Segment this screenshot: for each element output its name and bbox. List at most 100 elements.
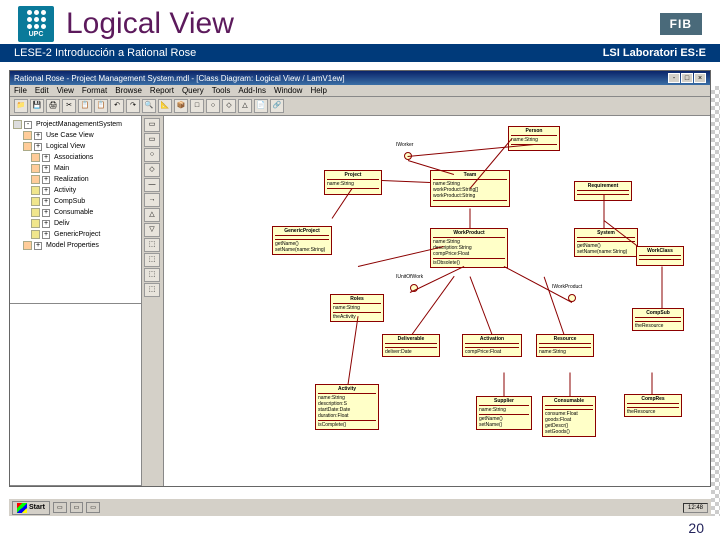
connector <box>504 373 505 397</box>
tree-item[interactable]: +CompSub <box>13 196 138 207</box>
connector <box>570 373 571 397</box>
connector <box>652 373 653 395</box>
toolbar-button-10[interactable]: 📦 <box>174 99 188 113</box>
class-supplier[interactable]: Suppliername:StringgetName()setName() <box>476 396 532 430</box>
tree-root[interactable]: -ProjectManagementSystem <box>13 119 138 130</box>
title-bar: Rational Rose - Project Management Syste… <box>10 71 710 85</box>
toolbar-button-0[interactable]: 📁 <box>14 99 28 113</box>
tree-item[interactable]: +Logical View <box>13 141 138 152</box>
class-person[interactable]: Personname:String <box>508 126 560 151</box>
tool-palette: ▭▭○◇—→△▽⬚⬚⬚⬚ <box>142 116 164 486</box>
class-activity[interactable]: Activityname:Stringdescription:SstartDat… <box>315 384 379 430</box>
window-title: Rational Rose - Project Management Syste… <box>14 74 345 83</box>
tree-item[interactable]: +Deliv <box>13 218 138 229</box>
tree-item[interactable]: +GenericProject <box>13 229 138 240</box>
tree-item[interactable]: +Associations <box>13 152 138 163</box>
toolbar-button-1[interactable]: 💾 <box>30 99 44 113</box>
palette-tool-3[interactable]: ◇ <box>144 163 160 177</box>
class-system[interactable]: SystemgetName()setName(name:String) <box>574 228 638 257</box>
tree-item[interactable]: +Activity <box>13 185 138 196</box>
minimize-button[interactable]: - <box>668 73 680 83</box>
palette-tool-5[interactable]: → <box>144 193 160 207</box>
menu-add-ins[interactable]: Add-Ins <box>238 86 266 95</box>
interface-label: IWorker <box>396 142 413 148</box>
toolbar-button-6[interactable]: ↶ <box>110 99 124 113</box>
connector <box>348 316 359 384</box>
class-genproj[interactable]: GenericProjectgetName()setName(name:Stri… <box>272 226 332 255</box>
subtitle-left: LESE-2 Introducción a Rational Rose <box>14 47 196 59</box>
palette-tool-2[interactable]: ○ <box>144 148 160 162</box>
toolbar-button-4[interactable]: 📋 <box>78 99 92 113</box>
tree-item[interactable]: +Realization <box>13 174 138 185</box>
subtitle-bar: LESE-2 Introducción a Rational Rose LSI … <box>0 44 720 62</box>
class-diagram[interactable]: Personname:StringProjectname:StringTeamn… <box>164 116 710 486</box>
app-window: Rational Rose - Project Management Syste… <box>9 70 711 487</box>
class-compsub[interactable]: CompSubtheResource <box>632 308 684 331</box>
tree-item[interactable]: +Main <box>13 163 138 174</box>
tree-item[interactable]: +Model Properties <box>13 240 138 251</box>
connector <box>470 276 493 334</box>
palette-tool-0[interactable]: ▭ <box>144 118 160 132</box>
connector <box>412 276 455 335</box>
toolbar: 📁💾🖨✂📋📋↶↷🔍📐📦□○◇△📄🔗 <box>10 97 710 116</box>
connector <box>604 195 605 229</box>
toolbar-button-13[interactable]: ◇ <box>222 99 236 113</box>
palette-tool-9[interactable]: ⬚ <box>144 253 160 267</box>
tree-item[interactable]: +Consumable <box>13 207 138 218</box>
palette-tool-8[interactable]: ⬚ <box>144 238 160 252</box>
class-compres[interactable]: CompRestheResource <box>624 394 682 417</box>
palette-tool-4[interactable]: — <box>144 178 160 192</box>
toolbar-button-3[interactable]: ✂ <box>62 99 76 113</box>
palette-tool-1[interactable]: ▭ <box>144 133 160 147</box>
menu-browse[interactable]: Browse <box>115 86 142 95</box>
menu-query[interactable]: Query <box>182 86 204 95</box>
left-pane: -ProjectManagementSystem+Use Case View+L… <box>10 116 142 486</box>
fib-logo: FIB <box>660 13 702 35</box>
menu-report[interactable]: Report <box>150 86 174 95</box>
class-deliverable[interactable]: Deliverabledeliver:Date <box>382 334 440 357</box>
menu-file[interactable]: File <box>14 86 27 95</box>
menu-format[interactable]: Format <box>82 86 107 95</box>
toolbar-button-9[interactable]: 📐 <box>158 99 172 113</box>
class-workproduct[interactable]: WorkProductname:Stringdescription:String… <box>430 228 508 268</box>
menu-window[interactable]: Window <box>274 86 302 95</box>
tree-item[interactable]: +Use Case View <box>13 130 138 141</box>
toolbar-button-5[interactable]: 📋 <box>94 99 108 113</box>
toolbar-button-14[interactable]: △ <box>238 99 252 113</box>
documentation-pane[interactable] <box>10 304 141 486</box>
palette-tool-6[interactable]: △ <box>144 208 160 222</box>
class-workclass[interactable]: WorkClass <box>636 246 684 266</box>
palette-tool-10[interactable]: ⬚ <box>144 268 160 282</box>
menu-view[interactable]: View <box>57 86 74 95</box>
connector <box>662 267 663 309</box>
class-consumable[interactable]: Consumableconsume:Floatgoods:FloatgetDes… <box>542 396 596 437</box>
toolbar-button-16[interactable]: 🔗 <box>270 99 284 113</box>
interface-label: IWorkProduct <box>552 284 582 290</box>
system-tray: 12:48 <box>683 503 708 513</box>
taskbar: Start ▭ ▭ ▭ 12:48 <box>9 498 711 516</box>
start-button[interactable]: Start <box>12 501 50 515</box>
browser-tree[interactable]: -ProjectManagementSystem+Use Case View+L… <box>10 116 141 304</box>
toolbar-button-7[interactable]: ↷ <box>126 99 140 113</box>
close-button[interactable]: × <box>694 73 706 83</box>
connector <box>382 180 430 183</box>
menu-edit[interactable]: Edit <box>35 86 49 95</box>
toolbar-button-2[interactable]: 🖨 <box>46 99 60 113</box>
toolbar-button-12[interactable]: ○ <box>206 99 220 113</box>
palette-tool-11[interactable]: ⬚ <box>144 283 160 297</box>
maximize-button[interactable]: □ <box>681 73 693 83</box>
toolbar-button-11[interactable]: □ <box>190 99 204 113</box>
toolbar-button-15[interactable]: 📄 <box>254 99 268 113</box>
menu-help[interactable]: Help <box>310 86 326 95</box>
task-item[interactable]: ▭ <box>86 502 100 513</box>
class-activation[interactable]: ActivationcompPrice:Float <box>462 334 522 357</box>
class-resource[interactable]: Resourcename:String <box>536 334 594 357</box>
task-item[interactable]: ▭ <box>70 502 84 513</box>
menu-tools[interactable]: Tools <box>212 86 231 95</box>
toolbar-button-8[interactable]: 🔍 <box>142 99 156 113</box>
task-item[interactable]: ▭ <box>53 502 67 513</box>
interface-label: IUnitOfWork <box>396 274 423 280</box>
class-project[interactable]: Projectname:String <box>324 170 382 195</box>
palette-tool-7[interactable]: ▽ <box>144 223 160 237</box>
subtitle-right: LSI Laboratori ES:E <box>603 47 706 59</box>
